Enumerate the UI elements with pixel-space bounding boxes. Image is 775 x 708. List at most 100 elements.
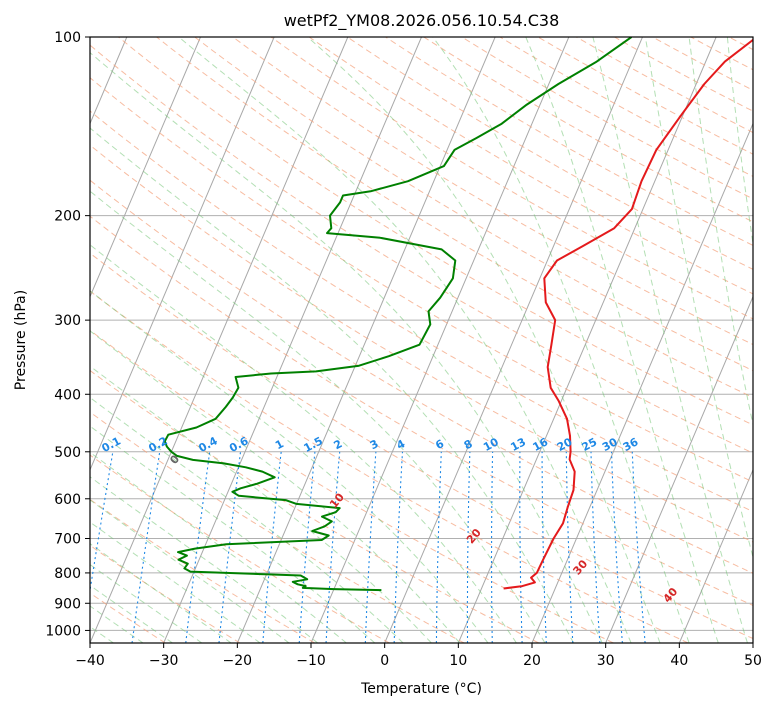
mixing-ratio-line	[218, 451, 242, 643]
dry-adiabat	[90, 369, 540, 643]
dry-adiabat	[90, 544, 241, 643]
moist-adiabat	[90, 396, 404, 643]
x-tick-label: 10	[449, 653, 467, 669]
moist-adiabat	[90, 451, 347, 643]
moist-adiabat	[644, 37, 753, 560]
moist-adiabat	[90, 476, 319, 643]
mixing-ratio-line	[610, 451, 623, 643]
mixing-ratio-label: 20	[555, 435, 575, 454]
mixing-ratio-line	[325, 451, 341, 643]
y-tick-label: 500	[54, 445, 81, 461]
dry-adiabat	[90, 411, 465, 643]
dry-adiabat	[90, 179, 753, 574]
moist-adiabat	[90, 584, 173, 643]
isotherm	[678, 468, 753, 643]
dry-adiabat	[232, 37, 753, 346]
mixing-ratio-line	[393, 451, 404, 643]
x-tick-label: −10	[296, 653, 326, 669]
moist-adiabat	[90, 290, 489, 643]
moist-adiabat	[90, 563, 203, 643]
isotherm	[605, 295, 753, 643]
dry-adiabat	[90, 329, 614, 643]
y-tick-label: 800	[54, 566, 81, 582]
moist-adiabat	[688, 37, 753, 428]
dry-adiabat	[90, 454, 390, 643]
mixing-ratio-label: 30	[600, 435, 620, 454]
x-axis-title: Temperature (°C)	[360, 681, 482, 697]
y-tick-label: 100	[54, 30, 81, 46]
isotherm	[236, 37, 496, 643]
mixing-ratio-label: 3	[368, 437, 381, 452]
moist-adiabat	[90, 330, 461, 643]
dry-adiabat	[423, 37, 753, 223]
moist-adiabat	[90, 543, 232, 643]
isotherm	[384, 37, 643, 643]
moist-adiabat	[90, 190, 546, 643]
y-tick-label: 400	[54, 387, 81, 403]
dry-adiabat	[156, 37, 753, 399]
moist-adiabat-label: 40	[661, 585, 681, 605]
dry-adiabat	[90, 110, 753, 513]
dry-adiabat	[90, 144, 753, 543]
dry-adiabat	[118, 37, 753, 426]
mixing-ratio-label: 36	[621, 435, 641, 454]
isotherm	[531, 122, 753, 643]
dry-adiabat	[90, 498, 315, 643]
dewpoint-profile	[163, 37, 633, 592]
x-tick-label: −30	[149, 653, 179, 669]
isotherm	[90, 37, 201, 298]
dry-adiabat	[308, 37, 753, 295]
moist-adiabat	[90, 521, 261, 643]
moist-adiabat	[525, 37, 719, 643]
dry-adiabat	[90, 44, 753, 454]
dry-adiabat	[767, 37, 775, 643]
y-tick-label: 900	[54, 596, 81, 612]
dry-adiabat	[385, 37, 753, 246]
mixing-ratio-label: 13	[508, 435, 528, 454]
mixing-ratio-line	[519, 451, 523, 643]
dry-adiabat	[347, 37, 753, 270]
y-axis-title: Pressure (hPa)	[13, 290, 29, 390]
mixing-ratio-line	[466, 451, 471, 643]
x-tick-label: 30	[597, 653, 615, 669]
mixing-ratio-label: 10	[481, 435, 501, 454]
moist-adiabat	[90, 127, 575, 643]
isotherm	[457, 37, 717, 643]
dry-adiabat	[576, 37, 753, 134]
dry-adiabat	[90, 215, 753, 606]
moist-adiabat	[432, 37, 690, 643]
temperature-profile	[503, 38, 753, 590]
moist-adiabat	[307, 37, 661, 643]
isotherm	[163, 37, 422, 643]
x-tick-label: −40	[75, 653, 105, 669]
x-tick-label: −20	[223, 653, 253, 669]
mixing-ratio-label: 2	[332, 437, 345, 452]
dry-adiabat	[90, 77, 753, 483]
plot-frame	[89, 36, 754, 644]
mixing-ratio-line	[364, 451, 377, 643]
y-tick-label: 700	[54, 532, 81, 548]
moist-adiabat	[178, 37, 632, 643]
mixing-ratio-label: 4	[394, 437, 407, 452]
mixing-ratio-line	[90, 451, 114, 595]
dry-adiabat	[194, 37, 753, 372]
moist-adiabat	[90, 51, 603, 643]
x-tick-label: 50	[744, 653, 762, 669]
y-tick-label: 1000	[45, 623, 81, 639]
x-tick-label: 20	[523, 653, 541, 669]
isotherm	[90, 37, 349, 643]
chart-title: wetPf2_YM08.2026.056.10.54.C38	[284, 11, 560, 31]
x-tick-label: 0	[380, 653, 389, 669]
y-tick-label: 600	[54, 492, 81, 508]
isotherm	[752, 641, 753, 643]
dry-adiabat	[690, 37, 753, 71]
mixing-ratio-line	[590, 451, 601, 643]
mixing-ratio-line	[565, 451, 574, 643]
dry-adiabat	[90, 252, 753, 640]
moist-adiabat	[592, 37, 748, 643]
isotherm	[90, 37, 275, 472]
moist-adiabat-label: 20	[464, 526, 484, 546]
dry-adiabat	[537, 37, 753, 155]
